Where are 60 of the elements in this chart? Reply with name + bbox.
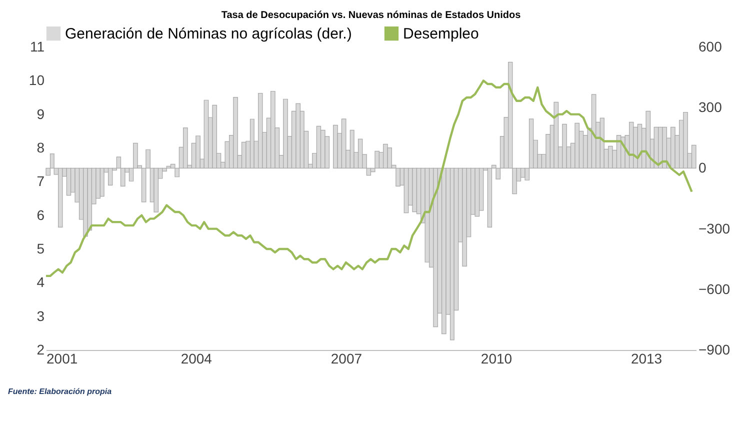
bar [83,168,88,237]
y2-tick-label: 0 [698,160,706,176]
bar [358,138,363,168]
x-tick-label: 2013 [630,350,662,366]
y2-tick-label: −600 [698,280,730,297]
bar [296,103,301,168]
bar [212,104,218,168]
bar [250,118,254,168]
bar [233,97,238,168]
y-tick-label: 2 [36,342,45,358]
chart-title: Tasa de Desocupación vs. Nuevas nóminas de Estados Unidos [221,10,522,21]
legend-label: Desempleo [403,26,479,43]
bar [387,148,392,168]
bar [562,124,567,168]
source-note: Fuente: Elaboración propia [8,387,112,396]
bar [450,168,454,340]
bar [58,168,63,228]
y-tick-label: 3 [36,308,45,324]
bar [333,124,338,168]
x-tick-label: 2007 [330,350,362,366]
line-series [44,80,693,278]
bar [683,112,688,168]
bar [374,150,380,168]
bar [283,98,288,168]
bar [646,110,651,168]
bar [474,168,480,217]
bar [487,168,492,228]
y2-tick-label: −900 [698,342,730,358]
bar [258,92,263,168]
bar [341,118,346,168]
y-tick-label: 8 [36,140,45,156]
legend-label: Generación de Nóminas no agrícolas (der.) [65,26,352,43]
y-tick-label: 11 [30,38,45,54]
bar [350,130,354,168]
y-tick-label: 9 [36,106,45,122]
bar [100,168,104,197]
x-tick-label: 2004 [180,350,212,366]
bar [183,128,188,168]
bar [412,168,418,212]
x-tick-label: 2001 [46,350,78,366]
y-tick-label: 7 [36,173,45,190]
bar [396,168,400,186]
y-tick-label: 5 [36,240,45,256]
y2-tick-label: 600 [698,38,722,54]
bar [691,144,696,168]
bar [270,90,276,168]
y-tick-label: 4 [36,274,45,290]
bar [462,168,467,266]
y2-tick-label: 300 [698,99,722,116]
bar [554,102,559,168]
bar [196,136,200,168]
x-tick-label: 2010 [480,350,512,366]
y2-tick-label: −300 [698,220,730,236]
bar [433,168,438,328]
y-tick-label: 10 [28,72,45,88]
bar [154,168,159,212]
bar [574,122,580,168]
bar [662,126,668,168]
bar [108,168,113,186]
y-tick-label: 6 [36,206,45,223]
